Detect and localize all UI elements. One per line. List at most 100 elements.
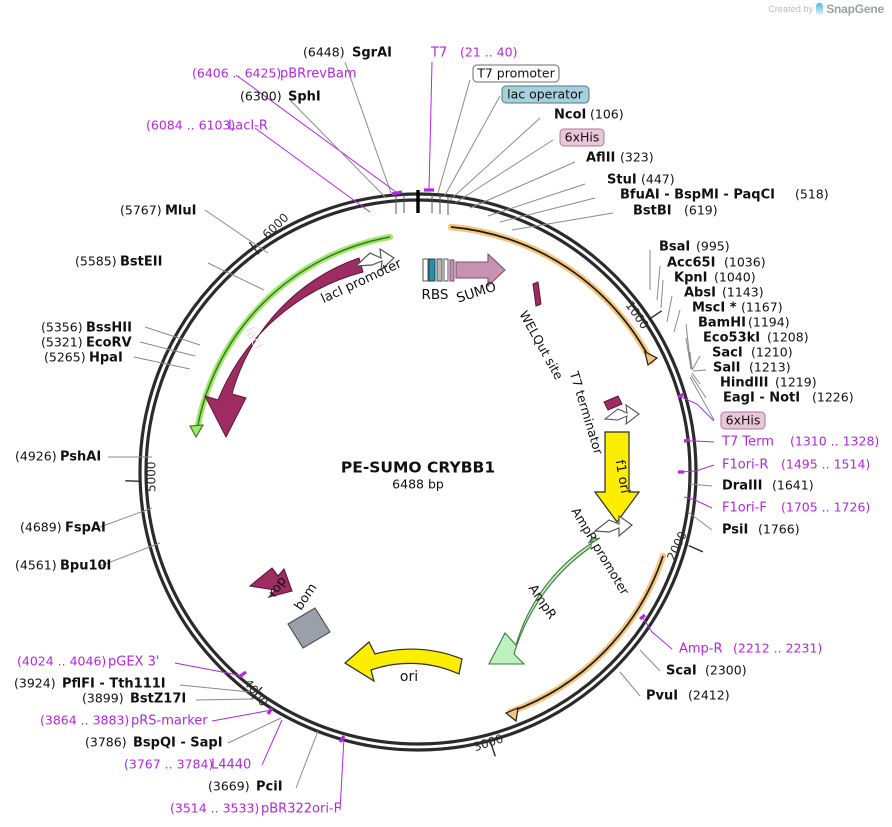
boxed-feature-labels: T7 promoter lac operator 6xHis 6xHis: [472, 64, 766, 430]
fspai-name: FspAI: [65, 521, 106, 536]
l4440-name: L4440: [211, 758, 251, 773]
label-laci-r: (6084 .. 6103) LacI-R: [146, 118, 268, 134]
stui-pos: (447): [641, 172, 675, 187]
right-labels: NcoI (106) AflII (323) StuI (447) BfuAI …: [554, 107, 879, 704]
label-ecorv: (5321) EcoRV: [41, 335, 132, 351]
pflfi-pos: (3924): [14, 676, 56, 691]
prs-name: pRS-marker: [131, 714, 208, 729]
leader-lines: [99, 61, 715, 811]
label-psii: PsiI (1766): [722, 522, 800, 538]
cut-site-ticks: [395, 194, 449, 215]
kpni-pos: (1040): [714, 270, 756, 285]
sgrai-pos: (6448): [303, 45, 345, 60]
bsshii-pos: (5356): [41, 320, 83, 335]
pshai-pos: (4926): [15, 449, 57, 464]
label-ncoi: NcoI (106): [554, 107, 624, 123]
t7-promoter-box: T7 promoter: [472, 64, 560, 83]
bstz17i-name: BstZ17I: [130, 692, 186, 707]
mlui-name: MluI: [165, 204, 196, 219]
laci-r-name: LacI-R: [228, 119, 268, 134]
hpai-name: HpaI: [89, 351, 123, 366]
6xhis-top-label: 6xHis: [565, 130, 600, 145]
pcii-name: PciI: [256, 780, 283, 795]
left-labels: (5767) MluI (5585) BstEII (5356) BssHII …: [15, 203, 196, 574]
saci-pos: (1210): [751, 345, 793, 360]
label-t7-term: T7 Term (1310 .. 1328): [721, 434, 879, 450]
rbs-feature: RBS: [422, 258, 455, 303]
psii-name: PsiI: [722, 523, 748, 538]
f1orif-name: F1ori-F: [722, 501, 767, 516]
eco53ki-name: Eco53kI: [703, 331, 760, 346]
ncoi-pos: (106): [590, 107, 624, 122]
sphi-name: SphI: [288, 90, 321, 105]
ecorv-name: EcoRV: [86, 336, 132, 351]
pbrrevbam-pos: (6406 .. 6425): [192, 66, 281, 81]
scale-ticks: [125, 241, 704, 757]
label-pgex-3prime: (4024 .. 4046) pGEX 3': [17, 654, 159, 670]
ecorv-pos: (5321): [41, 335, 83, 350]
label-aflii: AflII (323): [586, 150, 654, 166]
bpu10i-name: Bpu10I: [60, 559, 111, 574]
label-t7: T7 (21 .. 40): [430, 45, 517, 61]
psii-pos: (1766): [758, 522, 800, 537]
label-fspai: (4689) FspAI: [20, 520, 106, 536]
snapgene-logo-icon: [816, 3, 824, 15]
label-sphi: (6300) SphI: [240, 89, 321, 105]
sumo-cds: SUMO: [455, 252, 506, 307]
laci-promoter-arc: [189, 234, 393, 439]
tick-label-5000: 5000: [145, 461, 159, 492]
label-mlui: (5767) MluI: [120, 203, 196, 219]
l4440-pos: (3767 .. 3784): [124, 757, 213, 772]
eco53ki-pos: (1208): [767, 330, 809, 345]
welqut-site-feature: WELQut site: [516, 281, 567, 382]
watermark-brand: SnapGene: [826, 2, 884, 16]
label-pshai: (4926) PshAI: [15, 449, 101, 465]
6xhis-right-label: 6xHis: [726, 413, 761, 428]
f1-ori-feature: f1 ori: [593, 403, 641, 524]
label-amp-r: Amp-R (2212 .. 2231): [679, 641, 822, 657]
bsshii-name: BssHII: [86, 321, 132, 336]
label-kpni: KpnI (1040): [674, 270, 756, 286]
label-prs-marker: (3864 .. 3883) pRS-marker: [40, 713, 208, 729]
ampr-name: Amp-R: [679, 642, 723, 657]
t7-pos: (21 .. 40): [460, 45, 517, 60]
bfuai-pos: (518): [795, 187, 829, 202]
6xhis-top-box: 6xHis: [559, 128, 605, 147]
label-saci: SacI (1210): [712, 345, 793, 361]
f1orir-name: F1ori-R: [722, 458, 768, 473]
t7-terminator-label: T7 terminator: [566, 369, 606, 457]
f1orir-pos: (1495 .. 1514): [781, 457, 870, 472]
f1-ori-label: f1 ori: [612, 459, 633, 495]
label-sgrai: (6448) SgrAI: [303, 45, 392, 61]
absi-name: AbsI: [684, 286, 716, 301]
t7-name: T7: [430, 46, 447, 61]
bsai-pos: (995): [696, 239, 730, 254]
aflii-name: AflII: [586, 151, 615, 166]
msci-pos: (1167): [741, 300, 783, 315]
rop-feature: rop: [248, 567, 293, 600]
tick-label-3000: 3000: [472, 731, 505, 754]
label-acc65i: Acc65I (1036): [667, 255, 766, 271]
hindiii-pos: (1219): [775, 375, 817, 390]
ori-feature: ori: [343, 641, 463, 685]
pbr322ori-name: pBR322ori-F: [261, 802, 341, 817]
t7term-name: T7 Term: [721, 435, 774, 450]
top-left-labels: (6448) SgrAI (6406 .. 6425) pBRrevBam (6…: [146, 45, 517, 134]
label-eco53ki: Eco53kI (1208): [703, 330, 809, 346]
label-bamhi: BamHI (1194): [698, 315, 790, 331]
ampr-pos: (2212 .. 2231): [733, 641, 822, 656]
laci-r-pos: (6084 .. 6103): [146, 118, 235, 133]
page-title: PE-SUMO CRYBB1: [341, 459, 495, 477]
label-bspqi-sapi: (3786) BspQI - SapI: [85, 735, 223, 751]
hindiii-name: HindIII: [720, 376, 768, 391]
aflii-pos: (323): [620, 150, 654, 165]
label-hindiii: HindIII (1219): [720, 375, 817, 391]
scai-pos: (2300): [705, 663, 747, 678]
bamhi-name: BamHI: [698, 316, 746, 331]
pvui-name: PvuI: [646, 689, 678, 704]
saci-name: SacI: [712, 346, 743, 361]
sgrai-name: SgrAI: [352, 46, 392, 61]
label-pvui: PvuI (2412): [646, 688, 730, 704]
primer-arcs: [447, 223, 667, 723]
acc65i-name: Acc65I: [667, 256, 715, 271]
